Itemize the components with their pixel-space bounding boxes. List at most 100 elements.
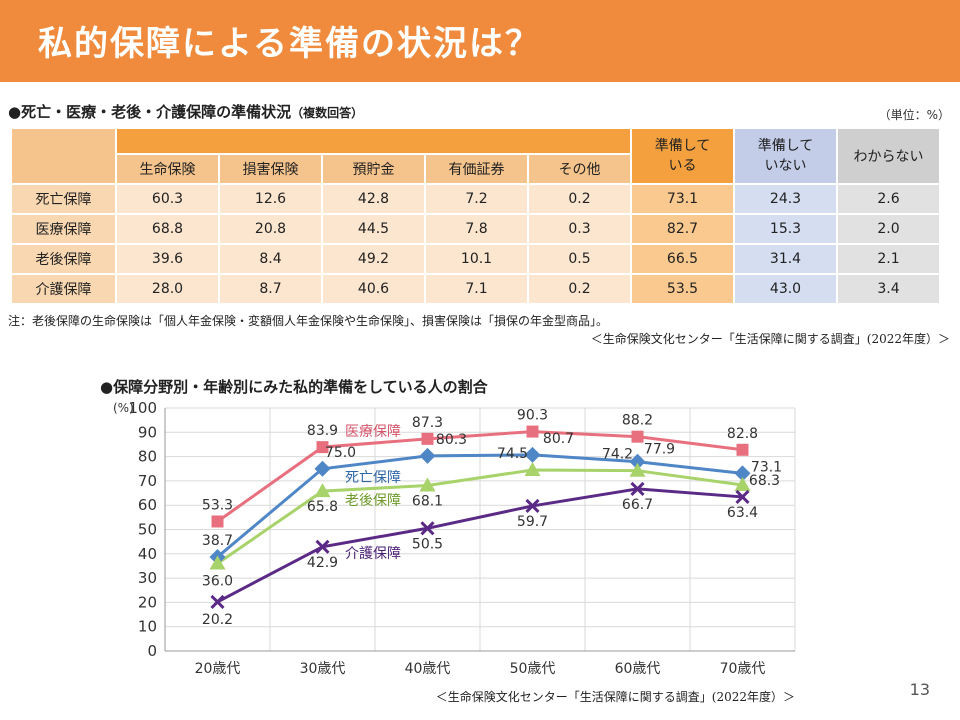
data-point-marker (734, 465, 751, 482)
data-label: 74.5 (497, 446, 528, 462)
header-ready: 準備して いる (632, 129, 733, 183)
table-cell: 28.0 (117, 275, 218, 303)
y-axis-label: (%) (113, 401, 134, 415)
table-cell: 20.8 (220, 215, 321, 243)
table-cell: 24.3 (735, 185, 836, 213)
row-label: 介護保障 (12, 275, 115, 303)
table-row: 死亡保障 60.3 12.6 42.8 7.2 0.2 73.1 24.3 2.… (12, 185, 939, 213)
y-tick-label: 100 (128, 399, 157, 417)
data-point-marker (419, 477, 436, 492)
header-not-ready: 準備して いない (735, 129, 836, 183)
y-tick-label: 50 (138, 521, 157, 539)
table-cell: 68.8 (117, 215, 218, 243)
table-cell: 82.7 (632, 215, 733, 243)
data-label: 73.1 (751, 459, 782, 475)
legend-label: 医療保障 (345, 423, 401, 440)
table-cell: 10.1 (426, 245, 527, 273)
data-point-marker (316, 441, 329, 454)
y-tick-label: 90 (138, 423, 157, 441)
data-point-marker (629, 453, 646, 470)
data-label: 63.4 (727, 505, 758, 521)
table-row: 医療保障 68.8 20.8 44.5 7.8 0.3 82.7 15.3 2.… (12, 215, 939, 243)
data-label: 53.3 (202, 497, 233, 513)
table-cell: 66.5 (632, 245, 733, 273)
series-line-介護保障 (216, 487, 743, 604)
table-cell: 44.5 (323, 215, 424, 243)
y-tick-label: 20 (138, 593, 157, 611)
data-point-marker (629, 462, 646, 477)
header-unknown: わからない (838, 129, 939, 183)
table-cell: 43.0 (735, 275, 836, 303)
table-corner-cell (12, 129, 115, 183)
header-bar: 私的保障による準備の状況は？ (0, 0, 960, 82)
table-cell: 7.8 (426, 215, 527, 243)
data-point-marker (420, 521, 435, 536)
row-label: 医療保障 (12, 215, 115, 243)
data-point-marker (630, 481, 645, 496)
y-tick-label: 0 (147, 642, 157, 660)
x-tick-label: 50歳代 (510, 661, 556, 677)
y-tick-label: 80 (138, 448, 157, 466)
table-cell: 31.4 (735, 245, 836, 273)
table-cell: 40.6 (323, 275, 424, 303)
chart-title: ●保障分野別・年齢別にみた私的準備をしている人の割合 (100, 378, 488, 396)
table-source: ＜生命保険文化センター「生活保障に関する調査」(2022年度）＞ (590, 332, 950, 346)
page-title: 私的保障による準備の状況は？ (38, 24, 541, 64)
header-savings: 預貯金 (323, 155, 424, 183)
data-point-marker (736, 443, 749, 456)
table-cell: 42.8 (323, 185, 424, 213)
table-cell: 49.2 (323, 245, 424, 273)
data-point-marker (210, 594, 225, 609)
table-cell: 8.7 (220, 275, 321, 303)
data-label: 66.7 (622, 497, 653, 513)
x-tick-label: 70歳代 (720, 661, 766, 677)
table-cell: 2.1 (838, 245, 939, 273)
y-tick-label: 10 (138, 618, 157, 636)
data-point-marker (526, 425, 539, 438)
data-point-marker (525, 498, 540, 513)
header-other: その他 (529, 155, 630, 183)
table-title-note: （複数回答） (291, 106, 364, 120)
data-label: 87.3 (412, 415, 443, 431)
table-cell: 0.3 (529, 215, 630, 243)
table-row: 老後保障 39.6 8.4 49.2 10.1 0.5 66.5 31.4 2.… (12, 245, 939, 273)
data-label: 74.2 (602, 447, 633, 463)
series-line-医療保障 (216, 430, 743, 523)
data-label: 83.9 (307, 423, 338, 439)
data-label: 80.3 (436, 432, 467, 448)
data-point-marker (735, 489, 750, 504)
data-point-marker (524, 461, 541, 476)
row-label: 老後保障 (12, 245, 115, 273)
data-label: 59.7 (517, 514, 548, 530)
header-nonlife-insurance: 損害保険 (220, 155, 321, 183)
table-cell: 0.2 (529, 185, 630, 213)
table-section-title: ●死亡・医療・老後・介護保障の準備状況（複数回答） (8, 101, 363, 122)
table-cell: 2.0 (838, 215, 939, 243)
data-label: 36.0 (202, 574, 233, 590)
chart-source: ＜生命保険文化センター「生活保障に関する調査」(2022年度）＞ (435, 690, 795, 704)
page-number: 13 (909, 680, 930, 699)
data-point-marker (209, 555, 226, 570)
table-cell: 73.1 (632, 185, 733, 213)
data-point-marker (315, 539, 330, 554)
data-label: 90.3 (517, 408, 548, 424)
data-label: 68.1 (412, 494, 443, 510)
table-cell: 12.6 (220, 185, 321, 213)
data-point-marker (314, 460, 331, 477)
data-label: 88.2 (622, 413, 653, 429)
data-label: 65.8 (307, 499, 338, 515)
data-point-marker (524, 446, 541, 463)
table-cell: 53.5 (632, 275, 733, 303)
data-label: 75.0 (325, 445, 356, 461)
table-cell: 8.4 (220, 245, 321, 273)
table-cell: 7.1 (426, 275, 527, 303)
legend-label: 死亡保障 (345, 470, 401, 486)
data-label: 82.8 (727, 426, 758, 442)
data-label: 38.7 (202, 533, 233, 549)
y-tick-label: 60 (138, 496, 157, 514)
method-group-header (117, 129, 630, 153)
table-cell: 60.3 (117, 185, 218, 213)
y-tick-label: 70 (138, 472, 157, 490)
data-point-marker (631, 430, 644, 443)
table-cell: 0.5 (529, 245, 630, 273)
